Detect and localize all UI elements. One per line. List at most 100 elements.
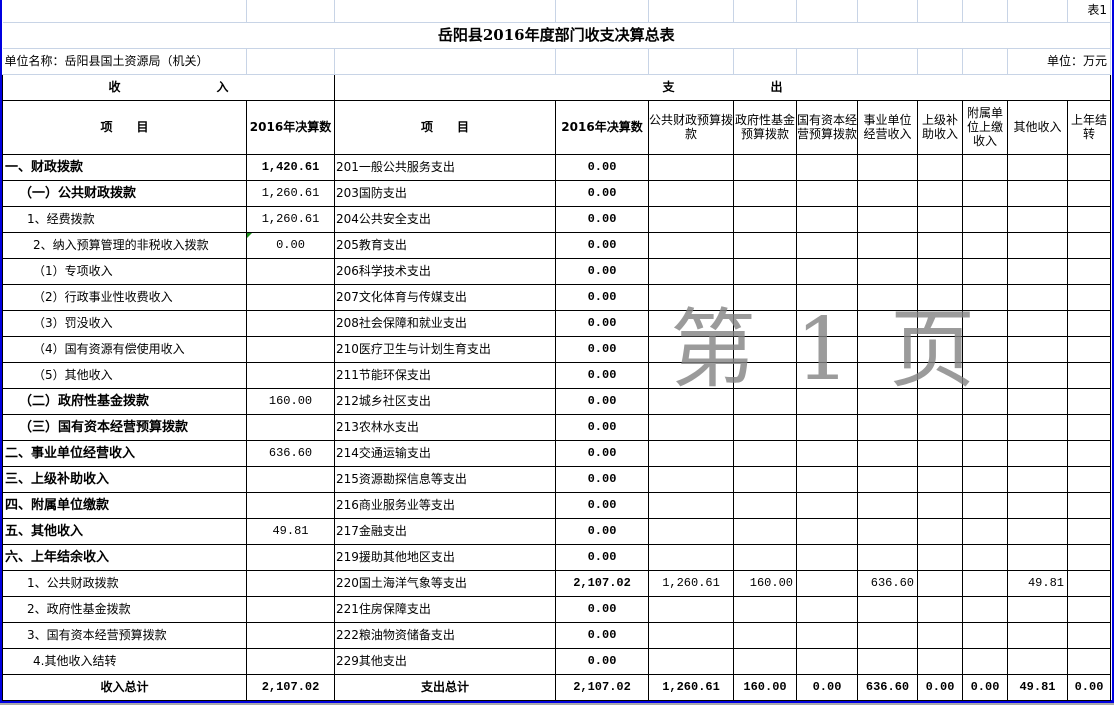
expense-source-value[interactable] bbox=[962, 231, 1008, 259]
column-header[interactable]: 政府性基金预算拨款 bbox=[733, 99, 797, 155]
expense-item[interactable]: 208社会保障和就业支出 bbox=[334, 309, 556, 337]
expense-source-value[interactable] bbox=[917, 231, 963, 259]
expense-source-value[interactable] bbox=[648, 283, 734, 311]
cell[interactable] bbox=[733, 48, 797, 75]
expense-total[interactable]: 0.00 bbox=[555, 595, 649, 623]
expense-source-value[interactable] bbox=[917, 595, 963, 623]
expense-source-value[interactable] bbox=[962, 465, 1008, 493]
expense-source-value[interactable] bbox=[1067, 465, 1111, 493]
income-item[interactable]: （二）政府性基金拨款 bbox=[2, 387, 247, 415]
column-header[interactable]: 2016年决算数 bbox=[246, 99, 335, 155]
expense-source-value[interactable] bbox=[962, 439, 1008, 467]
expense-total[interactable]: 0.00 bbox=[555, 621, 649, 649]
expense-item[interactable]: 201一般公共服务支出 bbox=[334, 153, 556, 181]
income-amount[interactable] bbox=[246, 335, 335, 363]
expense-source-value[interactable] bbox=[917, 413, 963, 441]
expense-source-value[interactable] bbox=[857, 621, 918, 649]
expense-source-value[interactable] bbox=[796, 595, 858, 623]
income-amount[interactable]: 49.81 bbox=[246, 517, 335, 545]
expense-source-value[interactable] bbox=[857, 543, 918, 571]
expense-source-value[interactable] bbox=[1067, 283, 1111, 311]
income-item[interactable]: 三、上级补助收入 bbox=[2, 465, 247, 493]
cell[interactable] bbox=[1007, 0, 1068, 23]
expense-source-value[interactable] bbox=[857, 465, 918, 493]
income-item[interactable]: （1）专项收入 bbox=[2, 257, 247, 285]
cell[interactable] bbox=[857, 0, 918, 23]
expense-source-value[interactable] bbox=[1007, 309, 1068, 337]
income-total-label[interactable]: 收入总计 bbox=[2, 673, 247, 701]
expense-source-value[interactable] bbox=[962, 413, 1008, 441]
expense-source-value[interactable] bbox=[917, 179, 963, 207]
expense-item[interactable]: 229其他支出 bbox=[334, 647, 556, 675]
expense-item[interactable]: 217金融支出 bbox=[334, 517, 556, 545]
expense-source-value[interactable] bbox=[796, 543, 858, 571]
expense-source-value[interactable] bbox=[917, 543, 963, 571]
income-item[interactable]: 五、其他收入 bbox=[2, 517, 247, 545]
expense-source-value[interactable] bbox=[796, 179, 858, 207]
column-header[interactable]: 项 目 bbox=[2, 99, 247, 155]
income-item[interactable]: 2、政府性基金拨款 bbox=[2, 595, 247, 623]
expense-source-value[interactable] bbox=[733, 309, 797, 337]
expense-item[interactable]: 211节能环保支出 bbox=[334, 361, 556, 389]
income-amount[interactable]: 0.00 bbox=[246, 231, 335, 259]
expense-source-value[interactable] bbox=[1007, 465, 1068, 493]
expense-source-value[interactable] bbox=[733, 439, 797, 467]
expense-source-value[interactable] bbox=[857, 439, 918, 467]
cell[interactable] bbox=[962, 0, 1008, 23]
cell[interactable] bbox=[857, 48, 918, 75]
expense-source-value[interactable] bbox=[1007, 543, 1068, 571]
income-header[interactable]: 收 入 bbox=[2, 73, 335, 101]
expense-source-value[interactable] bbox=[796, 257, 858, 285]
expense-item[interactable]: 204公共安全支出 bbox=[334, 205, 556, 233]
expense-source-value[interactable] bbox=[648, 335, 734, 363]
expense-source-value[interactable]: 160.00 bbox=[733, 569, 797, 597]
expense-source-value[interactable] bbox=[648, 595, 734, 623]
expense-source-value[interactable] bbox=[796, 647, 858, 675]
expense-source-value[interactable] bbox=[962, 153, 1008, 181]
expense-source-value[interactable] bbox=[733, 517, 797, 545]
expense-source-value[interactable] bbox=[857, 517, 918, 545]
income-item[interactable]: 4.其他收入结转 bbox=[2, 647, 247, 675]
expense-total[interactable]: 0.00 bbox=[555, 517, 649, 545]
expense-total[interactable]: 0.00 bbox=[555, 205, 649, 233]
income-amount[interactable]: 160.00 bbox=[246, 387, 335, 415]
expense-source-value[interactable] bbox=[1007, 153, 1068, 181]
expense-source-value[interactable] bbox=[1007, 595, 1068, 623]
expense-source-value[interactable] bbox=[733, 621, 797, 649]
expense-source-value[interactable] bbox=[733, 257, 797, 285]
expense-item[interactable]: 213农林水支出 bbox=[334, 413, 556, 441]
expense-source-value[interactable] bbox=[1007, 387, 1068, 415]
expense-source-value[interactable] bbox=[962, 257, 1008, 285]
expense-source-value[interactable] bbox=[796, 361, 858, 389]
income-item[interactable]: 二、事业单位经营收入 bbox=[2, 439, 247, 467]
income-amount[interactable] bbox=[246, 595, 335, 623]
income-amount[interactable] bbox=[246, 621, 335, 649]
income-amount[interactable] bbox=[246, 543, 335, 571]
expense-source-value[interactable] bbox=[917, 361, 963, 389]
expense-source-value[interactable] bbox=[1007, 517, 1068, 545]
expense-source-value[interactable] bbox=[796, 439, 858, 467]
expense-source-value[interactable] bbox=[648, 231, 734, 259]
column-header[interactable]: 国有资本经营预算拨款 bbox=[796, 99, 858, 155]
expense-source-value[interactable] bbox=[733, 543, 797, 571]
expense-source-value[interactable] bbox=[1067, 231, 1111, 259]
cell[interactable] bbox=[917, 0, 963, 23]
expense-item[interactable]: 220国土海洋气象等支出 bbox=[334, 569, 556, 597]
expense-total[interactable]: 0.00 bbox=[555, 257, 649, 285]
expense-source-value[interactable] bbox=[1007, 231, 1068, 259]
expense-source-value[interactable] bbox=[1067, 361, 1111, 389]
expense-source-value[interactable]: 1,260.61 bbox=[648, 569, 734, 597]
income-total-amount[interactable]: 2,107.02 bbox=[246, 673, 335, 701]
expense-total[interactable]: 0.00 bbox=[555, 153, 649, 181]
expense-source-value[interactable] bbox=[1007, 361, 1068, 389]
expense-source-value[interactable] bbox=[733, 361, 797, 389]
expense-source-total[interactable]: 636.60 bbox=[857, 673, 918, 701]
expense-item[interactable]: 214交通运输支出 bbox=[334, 439, 556, 467]
expense-source-value[interactable] bbox=[648, 543, 734, 571]
expense-source-value[interactable] bbox=[796, 621, 858, 649]
cell[interactable] bbox=[917, 48, 963, 75]
expense-source-value[interactable] bbox=[1067, 387, 1111, 415]
cell[interactable] bbox=[2, 0, 247, 23]
column-header[interactable]: 上年结转 bbox=[1067, 99, 1111, 155]
expense-source-value[interactable] bbox=[796, 205, 858, 233]
